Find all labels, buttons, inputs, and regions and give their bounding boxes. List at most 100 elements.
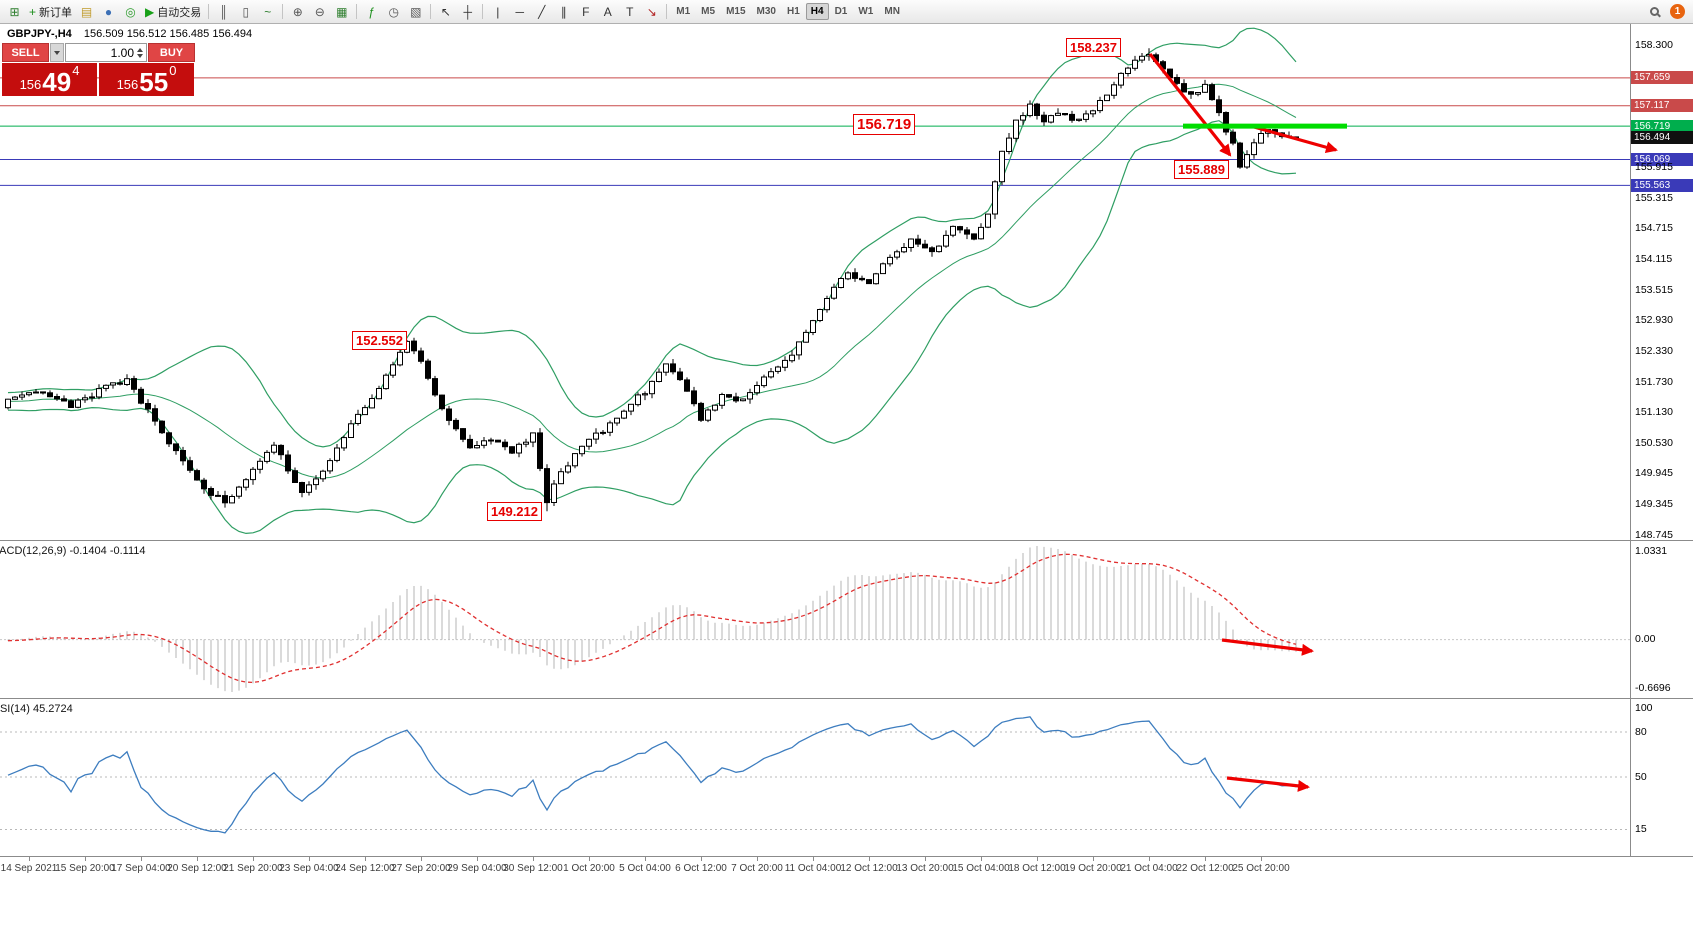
trendline-icon: ╱ [538,4,546,19]
arrow-objects-button[interactable]: ↘ [641,2,662,22]
bid-price-button[interactable]: 156 49 4 [2,63,97,96]
trendline-button[interactable]: ╱ [531,2,552,22]
bid-pip-digit: 4 [72,63,80,78]
drift-arrow[interactable] [1253,125,1338,154]
cursor-button[interactable]: ↖ [435,2,456,22]
support-button[interactable]: ◎ [120,2,141,22]
notification-badge[interactable]: 1 [1670,4,1685,19]
time-axis-label: 7 Oct 20:00 [731,863,783,874]
text-button[interactable]: A [597,2,618,22]
metaeditor-button[interactable]: ▤ [76,2,97,22]
time-axis-label: 21 Oct 04:00 [1120,863,1178,874]
timeframe-M15[interactable]: M15 [726,6,746,17]
crosshair-button[interactable]: ┼ [457,2,478,22]
bar-chart-icon: ║ [219,4,228,19]
new-order-button[interactable]: + 新订单 [26,2,75,22]
time-tick [813,857,814,861]
time-axis: 14 Sep 2021 15 Sep 20:00 17 Sep 04:00 20 Se… [0,857,1630,879]
time-tick [309,857,310,861]
time-tick [1149,857,1150,861]
time-axis-label: 29 Sep 04:00 [447,863,507,874]
price-annotation-box[interactable]: 152.552 [352,331,407,350]
time-tick [925,857,926,861]
candlestick-chart-button[interactable]: ▯ [235,2,256,22]
timeframe-W1[interactable]: W1 [858,6,874,17]
community-icon: ● [104,4,113,19]
ask-price-button[interactable]: 156 55 0 [99,63,194,96]
sell-button[interactable]: SELL [2,43,49,62]
price-scale: 158.300 157.659 157.117 156.719 156.494 156.0… [1630,24,1693,856]
cursor-icon: ↖ [440,4,451,19]
price-annotation-box[interactable]: 156.719 [853,114,916,135]
order-options-dropdown[interactable] [50,43,64,62]
pane-separator[interactable] [0,540,1693,541]
volume-decrease-icon[interactable] [137,53,143,58]
autotrading-icon: ▶ [145,4,155,19]
price-annotation-box[interactable]: 158.237 [1066,38,1121,57]
autotrading-button[interactable]: ▶ 自动交易 [142,2,204,22]
periods-button[interactable]: ◷ [383,2,404,22]
macd-momentum-arrow[interactable] [1221,638,1314,656]
tile-windows-button[interactable]: ▦ [331,2,352,22]
green-level-tag: 156.719 [1631,119,1693,133]
price-scale-label: 149.345 [1635,497,1673,510]
zoom-out-icon: ⊖ [314,4,325,19]
horizontal-line-button[interactable]: ─ [509,2,530,22]
toolbar: ⊞ + 新订单 ▤ ● ◎ ▶ 自动交易 ║ ▯ ~ ⊕ ⊖ ▦ ƒ ◷ ▧ ↖ ┼ | ─ ╱ ∥ F A T ↘ M1 M5 M15 M… [0,0,1693,24]
time-axis-label: 15 Sep 20:00 [55,863,115,874]
bar-chart-button[interactable]: ║ [213,2,234,22]
new-chart-button[interactable]: ⊞ [4,2,25,22]
timeframe-M1[interactable]: M1 [676,6,691,17]
zoom-out-button[interactable]: ⊖ [309,2,330,22]
time-axis-label: 14 Sep 2021 [0,863,58,874]
tile-windows-icon: ▦ [336,4,348,19]
equidistant-channel-icon: ∥ [560,4,567,19]
fibonacci-icon: F [582,4,590,19]
price-annotation-box[interactable]: 149.212 [487,502,542,521]
volume-stepper[interactable] [137,47,143,58]
search-button[interactable] [1644,2,1665,22]
toolbar-separator [482,4,484,19]
timeframe-H4[interactable]: H4 [805,3,829,20]
chart-canvas[interactable] [0,0,1630,944]
equidistant-channel-button[interactable]: ∥ [553,2,574,22]
line-chart-button[interactable]: ~ [257,2,278,22]
rsi-indicator-label: RSI(14) 45.2724 [0,703,73,715]
pane-separator[interactable] [0,856,1693,857]
selloff-arrow[interactable] [1148,53,1232,157]
timeframe-H1[interactable]: H1 [786,6,800,17]
time-tick [1205,857,1206,861]
price-scale-label: 152.930 [1635,314,1673,326]
horizontal-line-icon: ─ [515,4,524,19]
horizontal-price-lines[interactable] [0,77,1630,186]
candlestick-chart-icon: ▯ [242,4,250,19]
timeframe-D1[interactable]: D1 [834,6,848,17]
price-annotation-box[interactable]: 155.889 [1174,160,1229,179]
timeframe-MN[interactable]: MN [884,6,900,17]
timeframe-M30[interactable]: M30 [756,6,776,17]
price-scale-label: 151.130 [1635,406,1673,419]
vertical-line-button[interactable]: | [487,2,508,22]
volume-increase-icon[interactable] [137,47,143,52]
annotation-arrows[interactable] [1148,53,1338,792]
time-tick [29,857,30,861]
rsi-scale-label: 80 [1635,725,1647,738]
rsi-scale-label: 100 [1635,701,1653,714]
fibonacci-button[interactable]: F [575,2,596,22]
buy-button[interactable]: BUY [148,43,195,62]
time-tick [421,857,422,861]
time-tick [253,857,254,861]
rsi-momentum-arrow[interactable] [1226,776,1310,792]
volume-field[interactable]: 1.00 [65,43,147,62]
indicators-button[interactable]: ƒ [361,2,382,22]
zoom-in-button[interactable]: ⊕ [287,2,308,22]
time-tick [757,857,758,861]
pane-separator[interactable] [0,698,1693,699]
search-icon [1650,7,1659,16]
community-button[interactable]: ● [98,2,119,22]
text-label-icon: T [626,4,634,19]
price-scale-label: 151.730 [1635,375,1673,388]
timeframe-M5[interactable]: M5 [701,6,716,17]
text-label-button[interactable]: T [619,2,640,22]
templates-button[interactable]: ▧ [405,2,426,22]
